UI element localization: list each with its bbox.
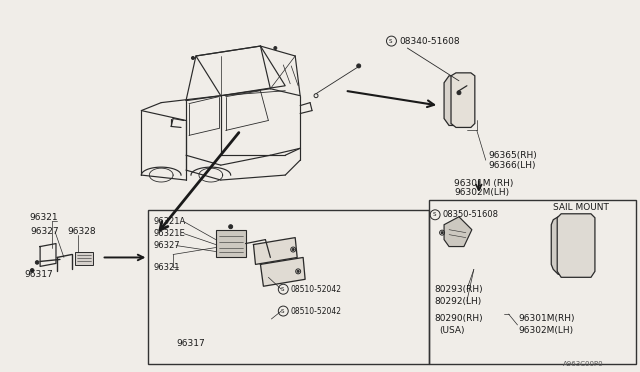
Text: 96321: 96321: [153, 263, 180, 272]
Text: 96366(LH): 96366(LH): [489, 161, 536, 170]
Text: S: S: [433, 212, 436, 217]
Text: 96365(RH): 96365(RH): [489, 151, 538, 160]
Text: 08340-51608: 08340-51608: [399, 36, 460, 46]
Polygon shape: [444, 76, 469, 125]
Circle shape: [228, 225, 233, 229]
Circle shape: [274, 46, 277, 49]
Polygon shape: [451, 73, 475, 128]
Polygon shape: [260, 257, 305, 286]
Text: 96302M(LH): 96302M(LH): [518, 326, 573, 336]
Circle shape: [356, 64, 361, 68]
Circle shape: [457, 91, 461, 95]
Text: 80292(LH): 80292(LH): [434, 296, 481, 306]
Text: 96321E: 96321E: [153, 229, 185, 238]
Bar: [216, 230, 246, 257]
Text: S: S: [280, 287, 284, 292]
Text: 96317: 96317: [24, 270, 53, 279]
Bar: [75, 253, 93, 265]
Text: S: S: [280, 308, 284, 314]
Polygon shape: [557, 214, 595, 277]
Circle shape: [459, 79, 463, 83]
Text: 80293(RH): 80293(RH): [434, 285, 483, 294]
Circle shape: [441, 232, 443, 234]
Circle shape: [297, 270, 299, 272]
Bar: [148, 210, 429, 364]
Text: (USA): (USA): [439, 326, 465, 336]
Text: A963C00P0: A963C00P0: [563, 361, 604, 367]
Text: 08350-51608: 08350-51608: [442, 210, 498, 219]
Text: 96327: 96327: [30, 227, 59, 236]
Circle shape: [191, 57, 195, 60]
Text: 96301M (RH): 96301M (RH): [454, 179, 513, 187]
Text: 96301M(RH): 96301M(RH): [518, 314, 575, 324]
Circle shape: [35, 261, 39, 264]
Text: 96328: 96328: [67, 227, 95, 236]
Text: 08510-52042: 08510-52042: [290, 307, 341, 315]
Text: SAIL MOUNT: SAIL MOUNT: [553, 203, 609, 212]
Text: 96321A: 96321A: [153, 217, 186, 226]
Text: S: S: [388, 39, 392, 44]
Text: 08510-52042: 08510-52042: [290, 285, 341, 294]
Text: 96317: 96317: [176, 339, 205, 348]
Polygon shape: [551, 217, 583, 274]
Text: 80290(RH): 80290(RH): [434, 314, 483, 324]
Polygon shape: [253, 238, 297, 264]
Polygon shape: [444, 217, 472, 247]
Bar: [429, 200, 636, 364]
Text: 96327: 96327: [153, 241, 180, 250]
Text: 96321: 96321: [29, 213, 58, 222]
Circle shape: [292, 248, 294, 250]
Text: 96302M(LH): 96302M(LH): [454, 189, 509, 198]
Circle shape: [30, 269, 34, 272]
